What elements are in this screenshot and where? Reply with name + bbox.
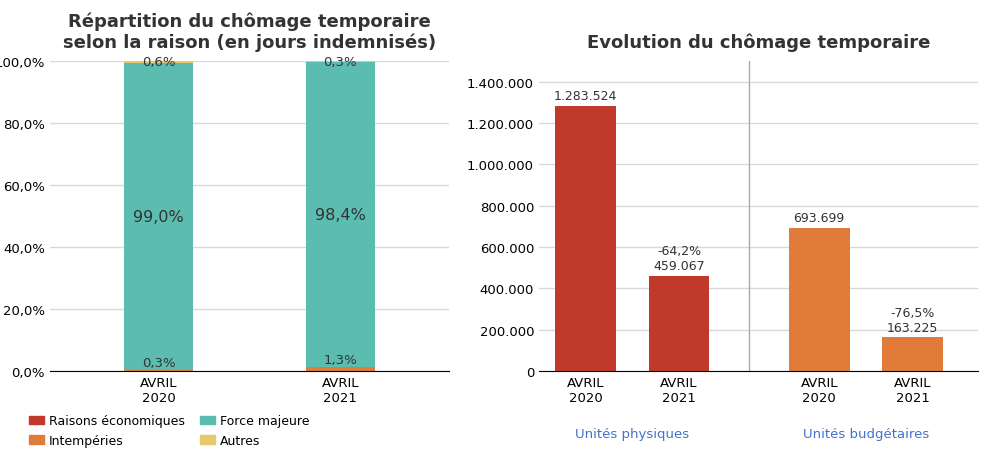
Legend: Raisons économiques, Intempéries, Force majeure, Autres: Raisons économiques, Intempéries, Force …	[24, 409, 314, 452]
Text: -76,5%
163.225: -76,5% 163.225	[887, 306, 938, 334]
Bar	[305, 62, 374, 63]
Bar	[555, 107, 616, 371]
Bar	[305, 63, 374, 367]
Bar	[125, 64, 194, 370]
Title: Evolution du chômage temporaire: Evolution du chômage temporaire	[587, 33, 930, 52]
Text: 99,0%: 99,0%	[134, 209, 185, 224]
Bar	[305, 367, 374, 371]
Bar	[788, 228, 849, 371]
Text: 98,4%: 98,4%	[314, 208, 365, 222]
Text: -64,2%
459.067: -64,2% 459.067	[654, 245, 705, 273]
Text: 0,3%: 0,3%	[142, 356, 176, 369]
Bar	[882, 337, 943, 371]
Bar	[649, 277, 710, 371]
Bar	[125, 62, 194, 64]
Text: Unités budgétaires: Unités budgétaires	[802, 427, 929, 440]
Bar	[125, 370, 194, 371]
Text: Unités physiques: Unités physiques	[575, 427, 690, 440]
Text: 0,3%: 0,3%	[323, 56, 357, 69]
Text: 693.699: 693.699	[793, 211, 845, 225]
Text: 1.283.524: 1.283.524	[554, 90, 618, 103]
Text: 0,6%: 0,6%	[142, 56, 176, 69]
Title: Répartition du chômage temporaire
selon la raison (en jours indemnisés): Répartition du chômage temporaire selon …	[63, 12, 436, 52]
Text: 1,3%: 1,3%	[323, 353, 357, 367]
